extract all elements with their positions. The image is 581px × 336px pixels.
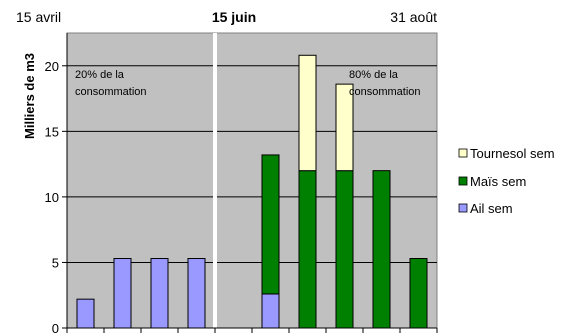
bar-segment-tournesol-sem bbox=[335, 83, 354, 172]
annotation-left-line1: 20% de la bbox=[75, 69, 125, 81]
legend-swatch-mais bbox=[458, 176, 468, 186]
legend-label-ail: Ail sem bbox=[470, 201, 513, 216]
axes: 0 5 10 15 20 bbox=[45, 33, 438, 336]
bar-segment-ail-sem bbox=[187, 258, 206, 329]
annotation-right-line1: 80% de la bbox=[349, 69, 399, 81]
bar-segment-ma-s-sem bbox=[372, 170, 391, 329]
top-label-left: 15 avril bbox=[16, 9, 61, 25]
bar-segment-ma-s-sem bbox=[409, 258, 428, 329]
bar-segment-ma-s-sem bbox=[261, 154, 280, 295]
y-tick-label: 0 bbox=[52, 321, 59, 336]
y-tick-label: 10 bbox=[45, 190, 59, 205]
bar-segment-ail-sem bbox=[76, 298, 95, 329]
bar-segment-ma-s-sem bbox=[298, 170, 317, 329]
bar-segment-tournesol-sem bbox=[298, 54, 317, 172]
legend-label-tournesol: Tournesol sem bbox=[470, 146, 555, 161]
annotation-left-line2: consommation bbox=[75, 86, 147, 98]
annotation-right-line2: consommation bbox=[349, 86, 421, 98]
top-label-right: 31 août bbox=[390, 9, 437, 25]
top-label-center: 15 juin bbox=[212, 9, 256, 25]
legend: Tournesol sem Maïs sem Ail sem bbox=[458, 146, 555, 216]
legend-swatch-tournesol bbox=[458, 148, 468, 158]
y-tick-label: 20 bbox=[45, 59, 59, 74]
bar-segment-ail-sem bbox=[113, 258, 132, 329]
y-tick-label: 15 bbox=[45, 124, 59, 139]
legend-label-mais: Maïs sem bbox=[470, 174, 526, 189]
y-axis-label: Milliers de m3 bbox=[22, 53, 37, 139]
bars bbox=[76, 54, 428, 329]
bar-segment-ail-sem bbox=[261, 293, 280, 329]
bar-segment-ail-sem bbox=[150, 258, 169, 329]
y-tick-label: 5 bbox=[52, 255, 59, 270]
bar-segment-ma-s-sem bbox=[335, 170, 354, 329]
legend-swatch-ail bbox=[458, 203, 468, 213]
